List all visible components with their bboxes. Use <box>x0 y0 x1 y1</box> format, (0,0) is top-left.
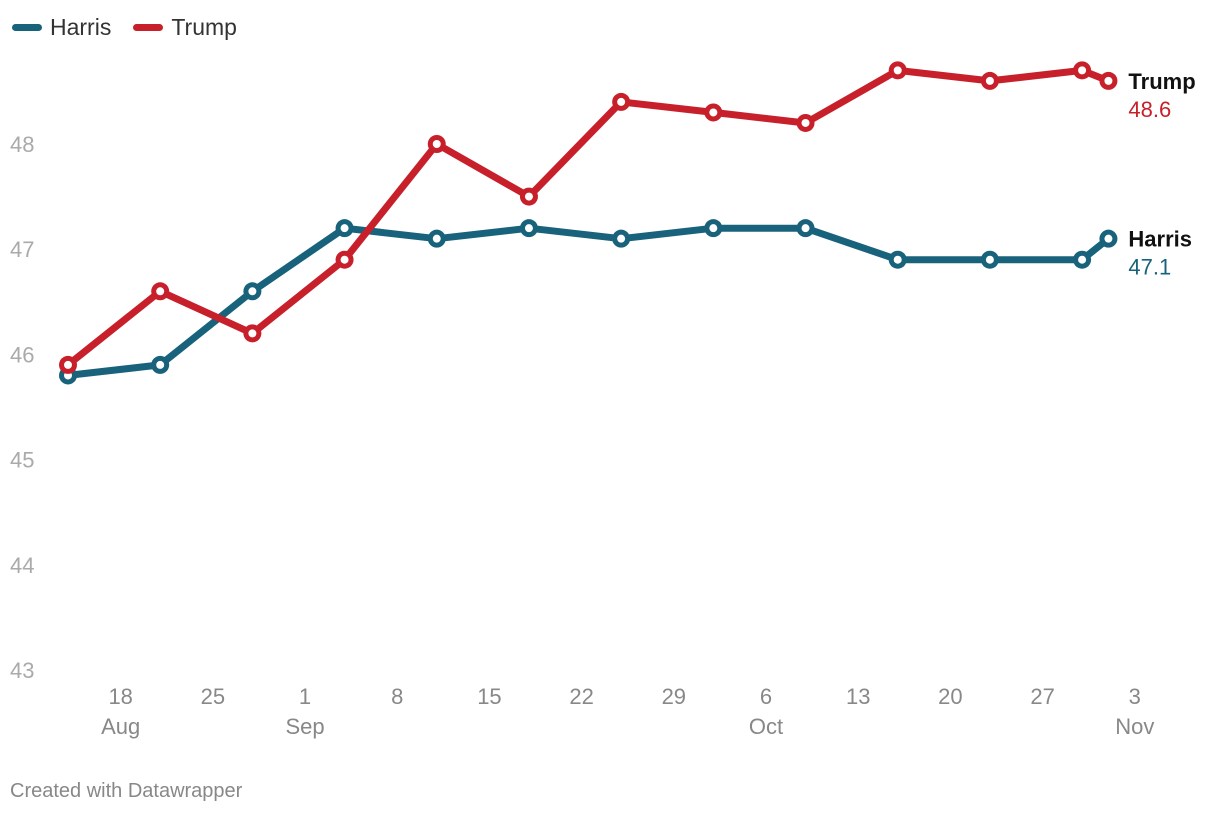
end-label-name-trump: Trump <box>1128 69 1195 94</box>
line-chart: 43 44 45 46 47 48 18 Aug 25 1 Sep 8 15 22 29 6 Oct 13 20 27… <box>10 61 1196 739</box>
data-point-center-harris <box>340 224 349 233</box>
data-point-center-trump <box>893 66 902 75</box>
end-label-name-harris: Harris <box>1128 227 1192 252</box>
x-month-label: Oct <box>749 714 783 739</box>
x-tick-label: 3 <box>1129 684 1141 709</box>
x-month-label: Sep <box>285 714 324 739</box>
series-line-harris <box>64 224 1112 379</box>
data-point-center-harris <box>524 224 533 233</box>
x-tick-label: 6 <box>760 684 772 709</box>
legend-swatch-harris <box>12 24 42 31</box>
legend: Harris Trump <box>12 14 237 41</box>
data-point-center-harris <box>156 360 165 369</box>
x-tick-label: 27 <box>1030 684 1054 709</box>
x-month-label: Nov <box>1115 714 1154 739</box>
legend-swatch-trump <box>133 24 164 31</box>
data-point-center-trump <box>709 108 718 117</box>
data-point-center-harris <box>985 255 994 264</box>
x-tick-label: 18 <box>108 684 132 709</box>
data-point-center-harris <box>432 234 441 243</box>
data-point-center-trump <box>340 255 349 264</box>
footer-credit: Created with Datawrapper <box>10 780 243 802</box>
x-tick-label: 15 <box>477 684 501 709</box>
x-tick-label: 29 <box>662 684 686 709</box>
data-point-center-trump <box>801 118 810 127</box>
x-tick-label: 13 <box>846 684 870 709</box>
x-tick-label: 20 <box>938 684 962 709</box>
data-point-center-harris <box>709 224 718 233</box>
x-month-label: Aug <box>101 714 140 739</box>
data-point-center-trump <box>248 329 257 338</box>
data-point-center-harris <box>1078 255 1087 264</box>
x-tick-label: 8 <box>391 684 403 709</box>
data-point-center-trump <box>617 97 626 106</box>
data-point-center-harris <box>893 255 902 264</box>
y-tick-label: 48 <box>10 132 34 157</box>
data-point-center-harris <box>248 287 257 296</box>
legend-item-harris: Harris <box>12 14 111 41</box>
data-point-center-harris <box>617 234 626 243</box>
data-point-center-trump <box>1104 76 1113 85</box>
data-point-center-trump <box>985 76 994 85</box>
legend-label-harris: Harris <box>50 14 112 40</box>
end-label-value-harris: 47.1 <box>1128 255 1171 280</box>
data-point-center-trump <box>156 287 165 296</box>
x-tick-label: 1 <box>299 684 311 709</box>
y-tick-label: 47 <box>10 237 34 262</box>
data-point-center-trump <box>524 192 533 201</box>
data-point-center-harris <box>801 224 810 233</box>
series-line-trump <box>64 66 1112 369</box>
y-tick-label: 45 <box>10 448 34 473</box>
data-point-center-trump <box>1078 66 1087 75</box>
y-tick-label: 43 <box>10 658 34 683</box>
legend-label-trump: Trump <box>171 14 237 40</box>
data-point-center-trump <box>432 140 441 148</box>
y-tick-label: 44 <box>10 553 34 578</box>
end-label-value-trump: 48.6 <box>1128 97 1171 122</box>
x-tick-label: 22 <box>569 684 593 709</box>
x-tick-label: 25 <box>201 684 225 709</box>
data-point-center-trump <box>64 360 72 369</box>
legend-item-trump: Trump <box>133 14 237 41</box>
data-point-center-harris <box>1104 234 1113 243</box>
y-tick-label: 46 <box>10 342 34 367</box>
